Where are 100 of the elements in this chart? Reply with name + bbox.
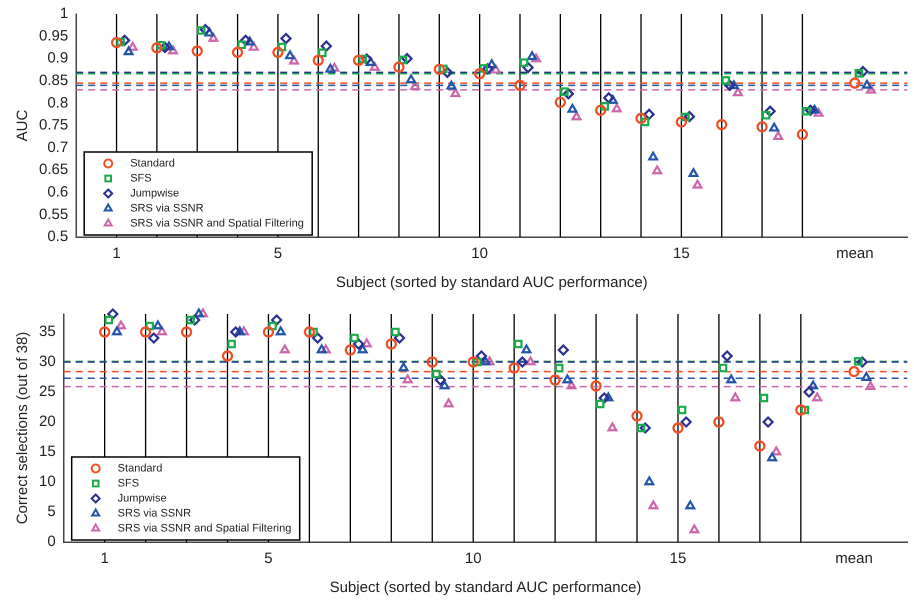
point — [800, 406, 810, 414]
y-tick-label: 20 — [38, 413, 56, 430]
point — [329, 62, 340, 72]
point — [353, 54, 364, 66]
point — [248, 42, 259, 51]
x-tick-label: mean — [836, 245, 874, 262]
x-axis-title: Subject (sorted by standard AUC performance) — [336, 274, 648, 292]
point — [721, 76, 730, 85]
point — [857, 66, 869, 78]
point — [200, 24, 211, 36]
point — [514, 80, 526, 91]
point — [531, 53, 542, 62]
y-tick-label: 5 — [47, 503, 56, 520]
point — [773, 131, 784, 140]
point — [514, 340, 523, 348]
point — [862, 80, 872, 89]
point — [676, 116, 687, 128]
point — [440, 380, 450, 390]
point — [198, 308, 208, 318]
x-tick-label: 10 — [464, 550, 482, 568]
point — [732, 87, 743, 96]
y-axis-title: Correct selections (out of 38) — [14, 332, 32, 524]
point — [107, 308, 118, 320]
point — [309, 328, 318, 336]
point — [140, 326, 152, 338]
point — [554, 364, 564, 372]
point — [648, 152, 658, 161]
point — [521, 344, 532, 354]
point — [482, 63, 494, 74]
point — [726, 374, 736, 384]
y-tick-label: 15 — [38, 443, 56, 460]
legend-label: SRS via SSNR — [130, 202, 204, 215]
point — [520, 58, 528, 67]
point — [278, 42, 286, 52]
point — [398, 362, 409, 372]
point — [856, 356, 868, 368]
point — [716, 119, 728, 130]
x-tick-label: 10 — [471, 245, 488, 262]
point — [230, 326, 242, 338]
point — [631, 410, 643, 422]
point — [643, 108, 655, 120]
point — [480, 356, 490, 366]
point — [608, 94, 618, 104]
point — [762, 416, 774, 428]
point — [562, 374, 572, 384]
point — [110, 36, 122, 48]
point — [406, 74, 416, 84]
point — [244, 36, 255, 46]
point — [764, 106, 776, 117]
point — [728, 80, 739, 90]
point — [808, 380, 818, 390]
point — [352, 338, 364, 350]
y-tick-label: 0.75 — [38, 116, 68, 134]
point — [289, 56, 300, 65]
point — [866, 84, 876, 94]
point — [124, 46, 134, 56]
legend-label: Standard — [118, 462, 162, 475]
point — [391, 328, 400, 336]
point — [119, 34, 130, 46]
point — [685, 500, 696, 510]
point — [237, 40, 246, 50]
point — [566, 380, 576, 390]
point — [640, 422, 651, 434]
x-tick-label: 15 — [670, 550, 686, 568]
point — [276, 326, 286, 336]
point — [722, 350, 733, 362]
point — [151, 42, 162, 54]
point — [234, 326, 245, 336]
point — [164, 41, 174, 50]
y-tick-label: 10 — [38, 473, 56, 490]
point — [401, 53, 413, 64]
point — [159, 42, 171, 54]
point — [280, 32, 292, 44]
point — [567, 104, 578, 113]
point — [325, 64, 336, 73]
point — [865, 381, 876, 390]
point — [804, 104, 816, 116]
point — [490, 64, 501, 74]
point — [754, 440, 766, 452]
legend-label: SRS via SSNR and Spatial Filtering — [118, 522, 292, 535]
point — [268, 322, 277, 330]
point — [484, 356, 495, 366]
point — [756, 121, 768, 132]
point — [603, 92, 614, 104]
point — [769, 122, 780, 132]
point — [516, 356, 528, 368]
point — [684, 110, 696, 122]
point — [562, 88, 574, 100]
point — [718, 364, 728, 372]
y-tick-label: 0.65 — [38, 161, 68, 178]
point — [222, 350, 234, 362]
point — [439, 64, 448, 74]
point — [180, 326, 192, 338]
point — [689, 524, 700, 534]
point — [760, 394, 768, 402]
point — [672, 422, 684, 434]
point — [232, 46, 244, 58]
x-axis-title: Subject (sorted by standard AUC performance) — [330, 579, 642, 596]
point — [526, 356, 536, 366]
point — [104, 316, 114, 324]
